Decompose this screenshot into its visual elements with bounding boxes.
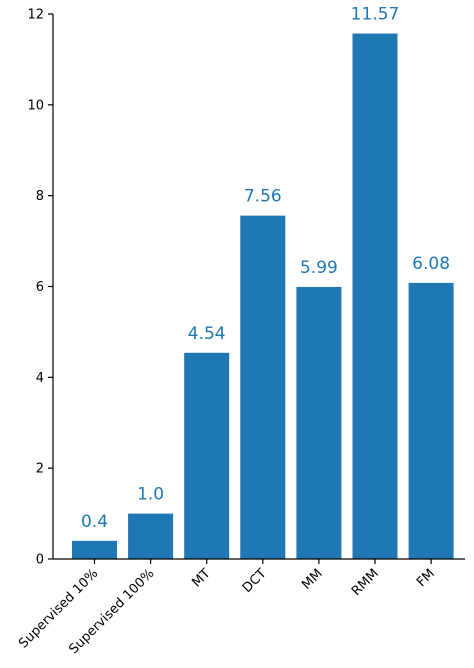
data-label: 11.57 (351, 5, 400, 25)
data-label: 0.4 (81, 512, 108, 532)
bar (72, 540, 117, 559)
data-label: 4.54 (188, 324, 226, 344)
y-tick-label: 10 (27, 98, 44, 113)
y-tick-label: 4 (36, 371, 44, 386)
data-label: 5.99 (300, 258, 338, 278)
x-tick-label: MT (189, 566, 213, 590)
data-label: 1.0 (137, 485, 164, 505)
bar (408, 282, 454, 559)
bar (128, 513, 174, 559)
y-tick-label: 2 (36, 462, 44, 477)
bar (240, 215, 286, 559)
x-tick-label: MM (299, 566, 325, 592)
y-axis: 0 2 4 6 8 10 12 (27, 8, 54, 568)
y-tick-label: 6 (36, 280, 44, 295)
x-tick-label: RMM (349, 566, 382, 599)
y-tick-label: 12 (27, 8, 44, 23)
x-tick-label: DCT (240, 566, 270, 596)
bars-group (72, 33, 454, 559)
bar (296, 286, 342, 559)
bar (352, 33, 398, 559)
bar (184, 352, 230, 559)
y-tick-label: 8 (36, 189, 44, 204)
data-label: 7.56 (244, 187, 282, 207)
data-label: 6.08 (412, 254, 450, 274)
x-axis: Supervised 10%Supervised 100% MT DCT MM RMM F… (16, 558, 465, 657)
x-tick-label: FM (414, 566, 438, 590)
y-tick-label: 0 (36, 553, 44, 568)
value-labels-group: 0.4 1.0 4.54 7.56 5.99 11.57 6.08 (81, 5, 450, 532)
